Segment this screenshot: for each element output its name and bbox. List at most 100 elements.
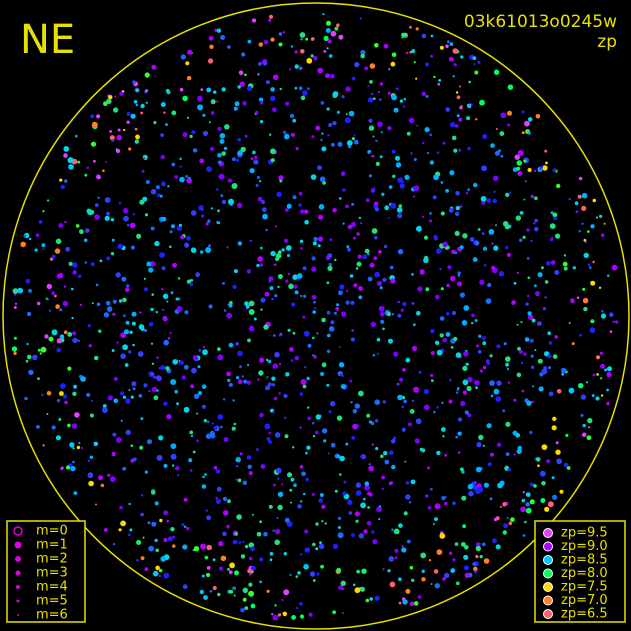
star [612, 320, 615, 323]
star [42, 210, 45, 213]
star [251, 565, 256, 571]
star [87, 324, 91, 328]
star [219, 133, 226, 139]
star [526, 256, 530, 260]
star [84, 261, 88, 264]
star [415, 77, 418, 80]
star [51, 254, 56, 259]
star [599, 351, 604, 355]
star [383, 244, 388, 249]
star [71, 316, 74, 320]
star [568, 322, 571, 324]
star [304, 209, 309, 214]
star [524, 180, 527, 183]
star [65, 246, 71, 252]
star [261, 200, 265, 204]
star [235, 457, 241, 463]
star [271, 297, 274, 301]
star [591, 394, 595, 398]
star [122, 344, 128, 351]
star [519, 238, 523, 242]
star [581, 192, 588, 199]
star [368, 125, 375, 131]
star [190, 247, 197, 253]
star [395, 162, 402, 168]
star [178, 223, 182, 227]
star [352, 583, 356, 587]
star [294, 86, 298, 90]
star [205, 222, 209, 226]
star [163, 111, 166, 114]
star [355, 267, 359, 270]
star [413, 158, 417, 161]
star [111, 238, 115, 242]
star [445, 332, 451, 337]
star [490, 143, 495, 148]
star [321, 520, 324, 523]
star [186, 235, 191, 241]
star [41, 393, 44, 397]
legend-marker [16, 585, 20, 589]
star [248, 300, 255, 307]
star [535, 457, 541, 462]
star [72, 391, 77, 396]
star [486, 361, 491, 366]
star [299, 465, 304, 469]
star [244, 606, 249, 610]
star [398, 523, 403, 528]
star [83, 238, 88, 243]
star [422, 141, 425, 145]
star [405, 588, 411, 594]
star [285, 208, 289, 212]
star [238, 70, 244, 76]
star [369, 152, 372, 155]
star [328, 326, 335, 332]
direction-label: NE [20, 17, 75, 63]
star [439, 267, 442, 271]
star [135, 88, 139, 93]
legend-label: m=4 [36, 580, 68, 595]
star [295, 575, 299, 578]
star [462, 379, 469, 386]
star [242, 480, 247, 485]
star [351, 137, 355, 141]
star [72, 270, 77, 275]
star [153, 395, 159, 401]
star [179, 176, 185, 183]
star [364, 248, 370, 254]
star [496, 344, 501, 349]
star [165, 366, 170, 371]
star [434, 517, 438, 521]
star [330, 442, 336, 448]
star [232, 586, 237, 591]
star [279, 179, 283, 183]
star [262, 61, 268, 66]
star [439, 333, 444, 338]
star [482, 336, 486, 340]
star [383, 43, 389, 49]
star [413, 386, 420, 393]
star [524, 520, 527, 524]
star [248, 590, 255, 597]
star [585, 381, 589, 384]
star [529, 430, 533, 435]
star [215, 469, 221, 474]
star [368, 463, 371, 466]
star [354, 139, 359, 145]
star [311, 492, 315, 496]
star [500, 505, 503, 508]
star [393, 351, 399, 357]
star [317, 236, 324, 242]
star [423, 389, 429, 395]
star [527, 131, 531, 135]
star [430, 328, 435, 334]
legend-label: zp=9.5 [561, 526, 608, 541]
star [227, 499, 231, 504]
star [398, 204, 403, 208]
star [105, 300, 111, 306]
star [546, 459, 551, 464]
star [298, 66, 303, 71]
star [63, 330, 68, 335]
star [377, 121, 383, 128]
star [179, 360, 184, 366]
